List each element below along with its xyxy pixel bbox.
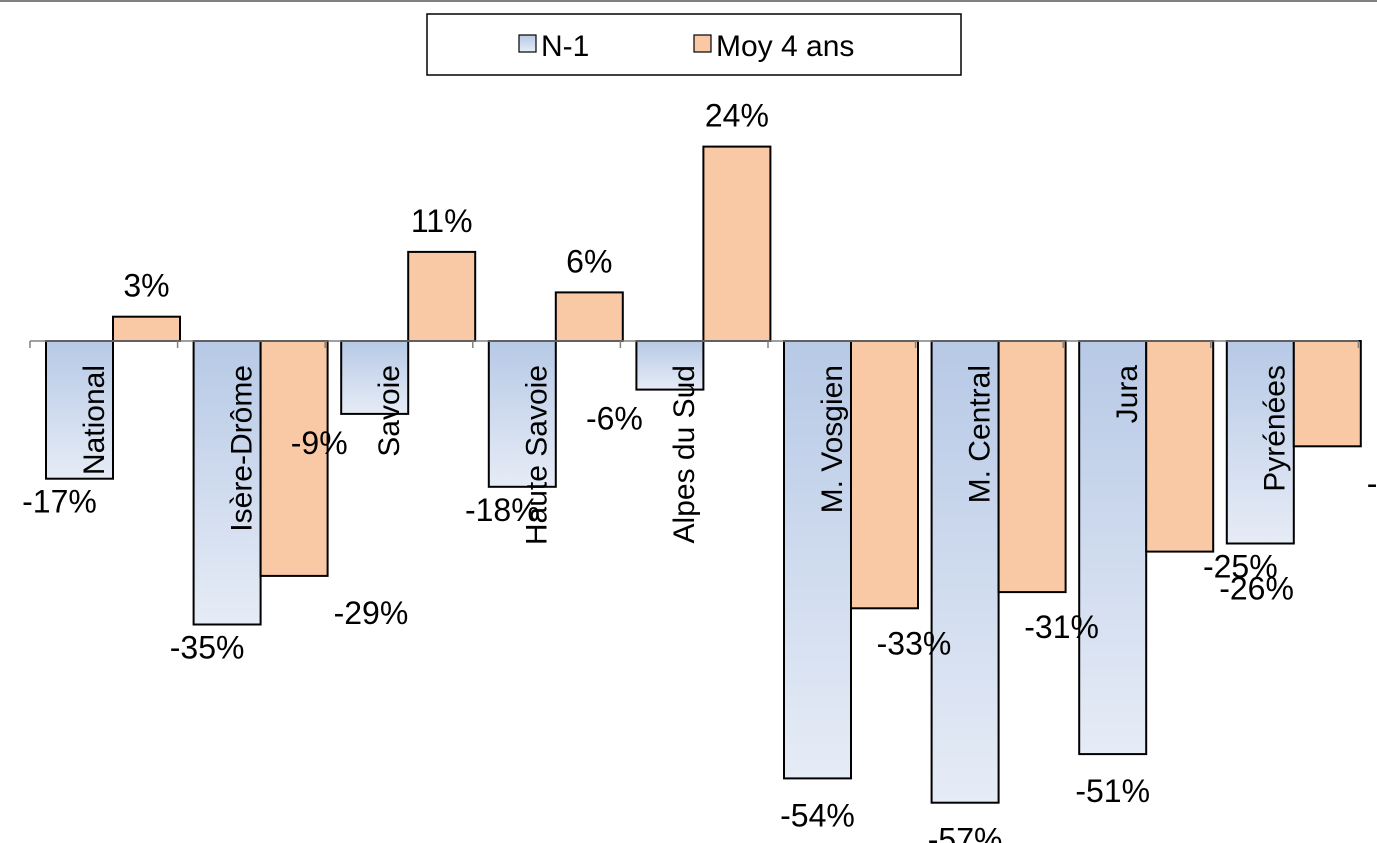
data-label-moy-isere-drome: -29% [334,595,409,631]
bar-moy-haute-savoie [554,291,624,342]
data-label-moy-alpes-du-sud: 24% [705,98,769,134]
bar-n1-jura [1078,340,1148,756]
data-label-moy-pyrenees: -13% [1367,465,1377,501]
data-label-moy-m-vosgien: -33% [877,625,952,661]
category-label-haute-savoie: Haute Savoie [521,365,554,545]
bar-n1-isere-drome [192,340,262,626]
data-label-n1-pyrenees: -25% [1203,549,1278,585]
data-label-n1-m-central: -57% [928,822,1003,843]
data-labels-layer: -17% -35% -9% -18% -6% -54% -57% -51% -25% 3% -29%… [22,98,1377,843]
data-label-n1-jura: -51% [1075,773,1150,809]
legend: N-1 Moy 4 ans [426,13,962,76]
data-label-moy-jura: -26% [1219,571,1294,607]
data-label-moy-m-central: -31% [1024,609,1099,645]
x-axis [29,340,1360,348]
category-label-m-vosgien: M. Vosgien [816,365,849,513]
bar-moy-savoie [407,250,477,342]
data-label-n1-isere-drome: -35% [170,630,245,666]
data-label-n1-savoie: -9% [291,425,348,461]
plot-top-border [0,0,1377,2]
data-label-moy-national: 3% [123,268,169,304]
category-label-pyrenees: Pyrénées [1259,365,1292,492]
bar-moy-m-central [997,340,1067,594]
data-label-n1-m-vosgien: -54% [780,797,855,833]
data-label-n1-alpes-du-sud: -6% [586,401,643,437]
bar-n1-m-vosgien [783,340,852,780]
category-labels-layer: National Isère-Drôme Savoie Haute Savoie Alp… [78,365,1292,545]
bar-moy-jura [1145,340,1215,553]
data-label-moy-haute-savoie: 6% [566,243,612,279]
category-label-savoie: Savoie [373,365,406,457]
category-label-m-central: M. Central [963,365,996,503]
data-label-n1-national: -17% [22,484,97,520]
category-label-jura: Jura [1111,365,1144,424]
bar-n1-haute-savoie [487,340,557,488]
legend-label-n1: N-1 [541,30,589,63]
category-label-national: National [78,365,111,475]
data-label-moy-savoie: 11% [411,203,473,239]
category-label-isere-drome: Isère-Drôme [225,365,258,532]
data-label-n1-haute-savoie: -18% [465,492,540,528]
bar-moy-pyrenees [1292,340,1362,448]
bar-moy-national [112,315,181,343]
legend-label-moy: Moy 4 ans [716,30,854,63]
bar-n1-m-central [930,340,1000,804]
legend-swatch-moy [693,34,712,53]
bar-moy-m-vosgien [850,340,919,610]
bar-moy-alpes-du-sud [702,145,772,342]
legend-swatch-n1 [518,34,537,53]
category-label-alpes-du-sud: Alpes du Sud [668,365,701,543]
bars-layer [45,145,1362,804]
bar-moy-isere-drome [259,340,329,577]
bar-n1-national [45,340,114,480]
bar-n1-pyrenees [1225,340,1295,545]
